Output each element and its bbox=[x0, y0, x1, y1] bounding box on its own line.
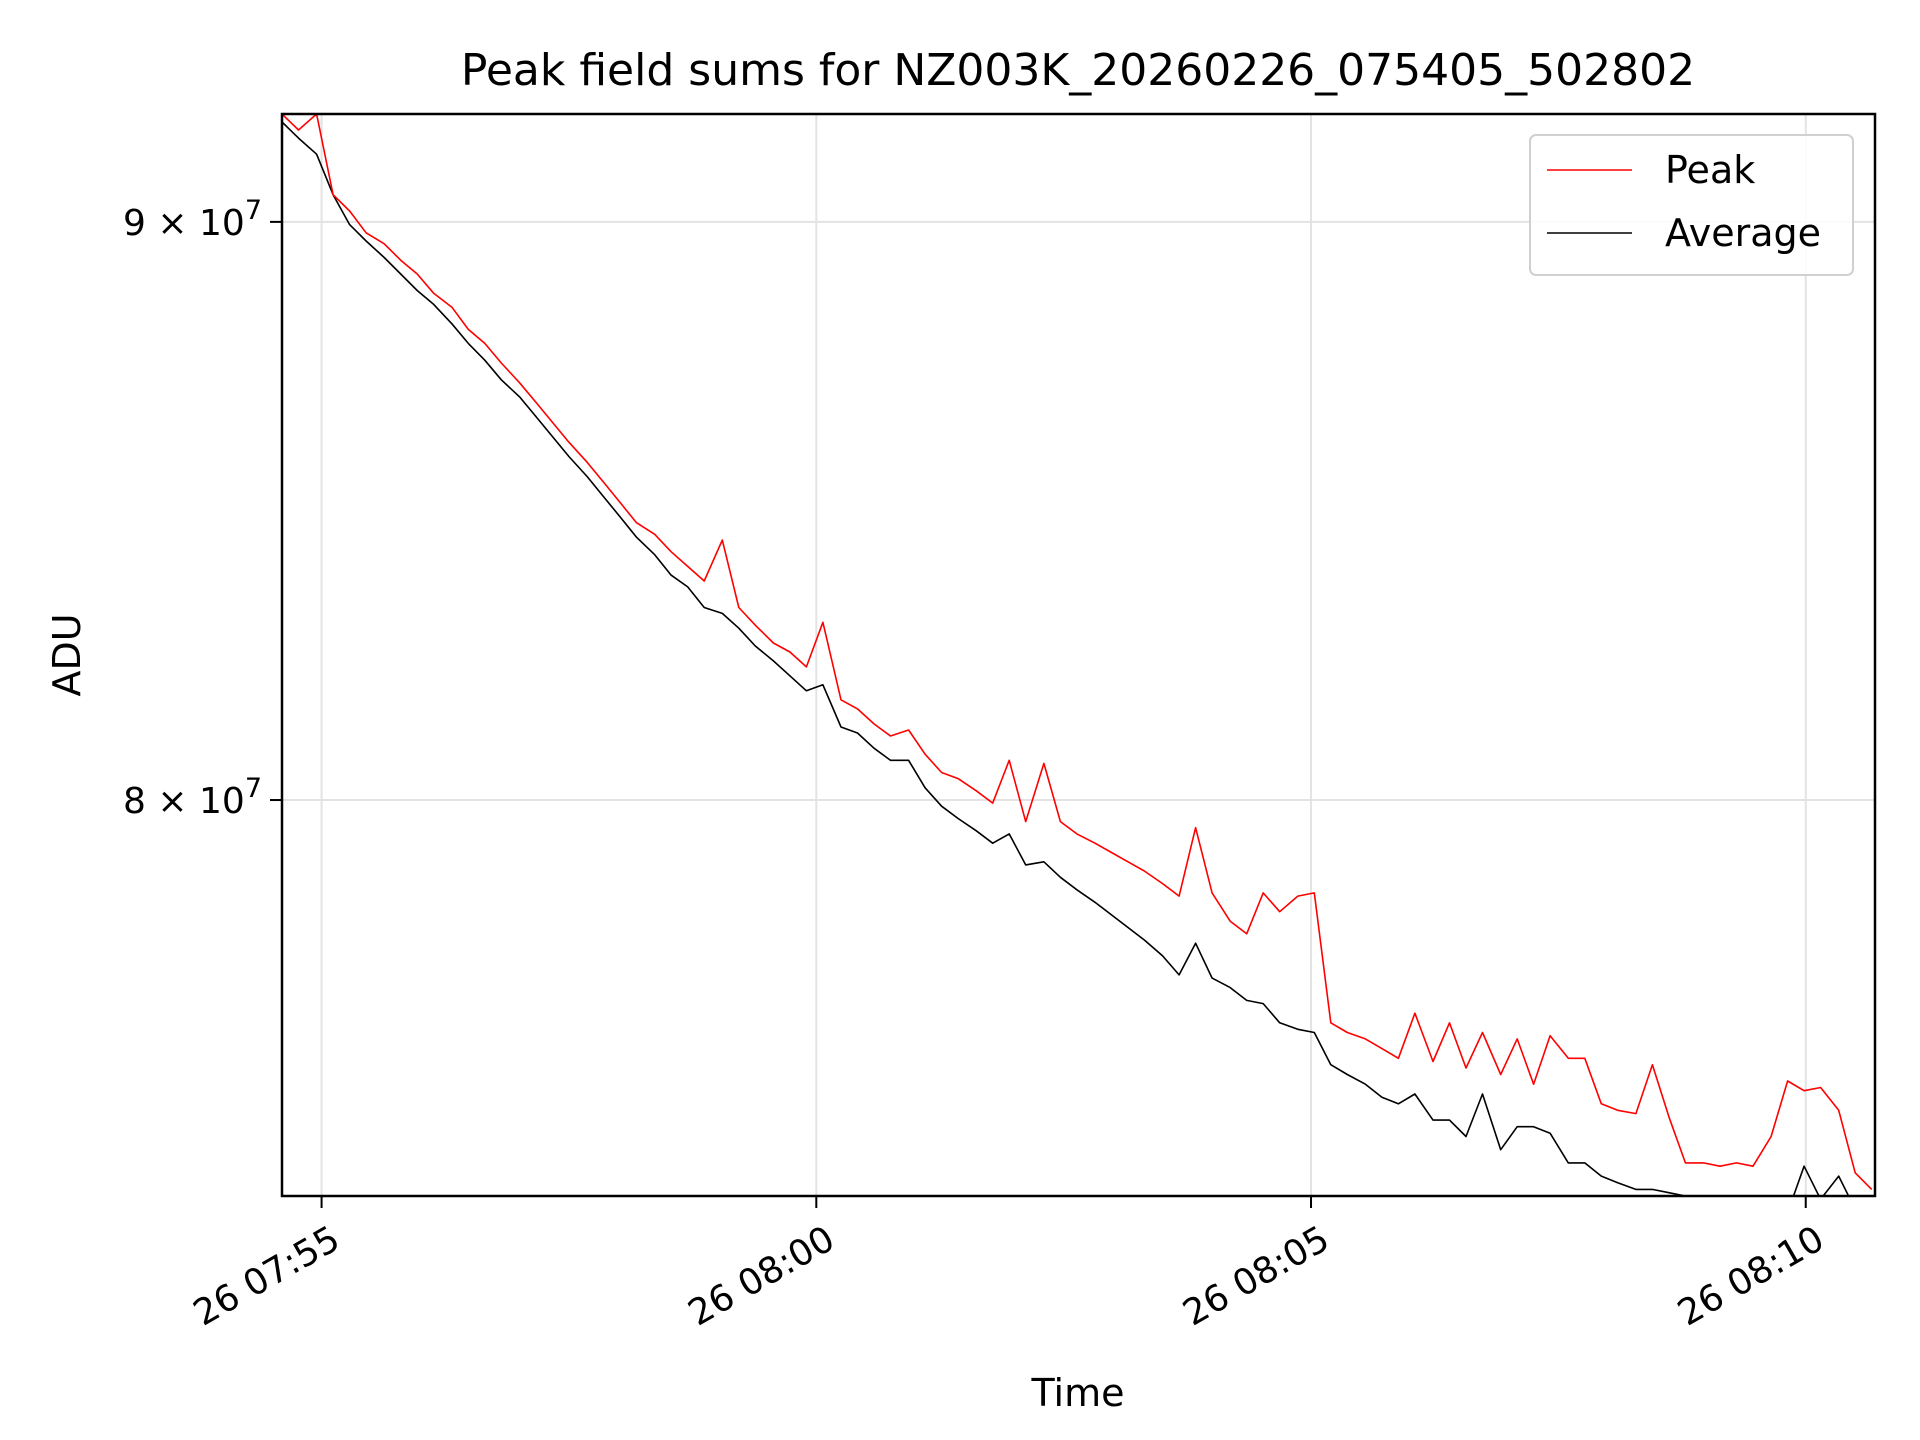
x-axis-label: Time bbox=[1031, 1371, 1125, 1415]
legend: Peak Average bbox=[1529, 134, 1854, 276]
legend-label-average: Average bbox=[1665, 211, 1821, 255]
series-line-average bbox=[282, 121, 1850, 1196]
plot-frame bbox=[280, 112, 1877, 1198]
legend-label-peak: Peak bbox=[1665, 148, 1755, 192]
series-layer bbox=[282, 114, 1873, 1196]
series-line-peak bbox=[282, 114, 1873, 1190]
series-group bbox=[282, 114, 1873, 1196]
y-axis-label: ADU bbox=[45, 613, 89, 696]
y-axis: 8 × 107 9 × 107 bbox=[123, 195, 282, 822]
y-tick-label: 9 × 107 bbox=[123, 195, 262, 244]
chart-title: Peak field sums for NZ003K_20260226_0754… bbox=[461, 45, 1695, 96]
y-tick-label: 8 × 107 bbox=[123, 773, 262, 822]
